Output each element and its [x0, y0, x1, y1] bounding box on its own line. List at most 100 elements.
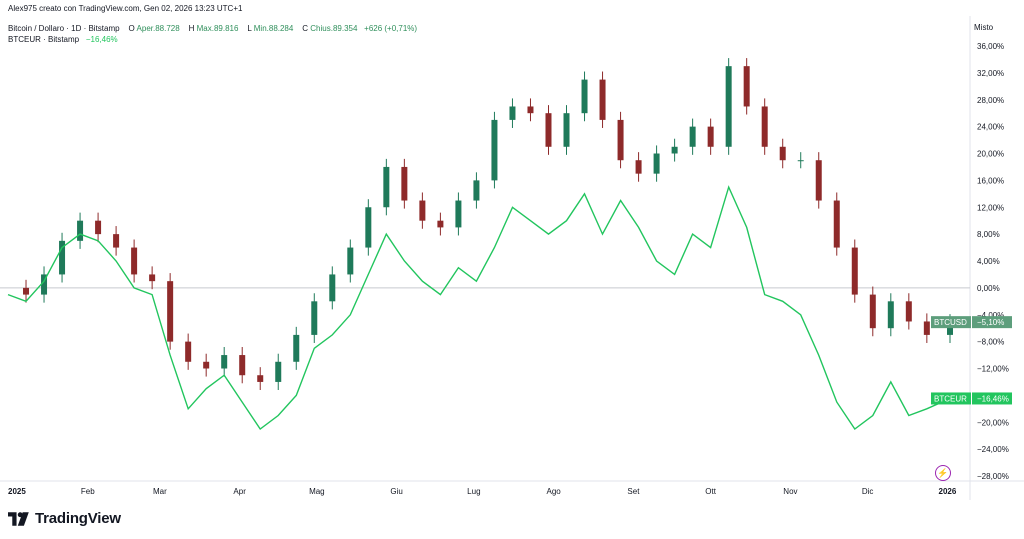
compare-series-legend: BTCEUR · Bitstamp −16,46% — [8, 35, 118, 44]
price-candle — [815, 152, 822, 209]
y-tick-label: −20,00% — [977, 418, 1009, 427]
price-candle — [185, 333, 192, 370]
x-tick-label: Set — [627, 487, 640, 496]
price-candle — [833, 192, 840, 256]
price-candle — [707, 118, 714, 155]
y-tick-label: 20,00% — [977, 150, 1004, 159]
price-candle — [59, 232, 66, 283]
x-tick-label: Ago — [547, 487, 562, 496]
btceur-last-value-label: BTCEUR −16,46% — [931, 392, 1012, 405]
price-candle — [167, 273, 174, 350]
svg-text:−16,46%: −16,46% — [977, 394, 1009, 403]
price-candle — [221, 347, 228, 377]
y-tick-label: −4,00% — [977, 311, 1004, 320]
y-tick-label: 0,00% — [977, 284, 1000, 293]
tradingview-logo[interactable]: TradingView — [8, 510, 121, 527]
price-candle — [725, 58, 732, 155]
y-tick-label: 4,00% — [977, 257, 1000, 266]
close-value: Chius.89.354 — [310, 24, 358, 33]
open-label: O — [128, 24, 135, 33]
svg-text:BTCEUR: BTCEUR — [934, 394, 967, 403]
price-candle — [887, 293, 894, 337]
price-candle — [869, 286, 876, 337]
y-tick-label: 32,00% — [977, 69, 1004, 78]
price-candle — [365, 199, 372, 256]
price-candle — [653, 145, 660, 182]
price-candle — [491, 111, 498, 189]
price-candle — [761, 98, 768, 155]
chart-credit: Alex975 creato con TradingView.com, Gen … — [8, 4, 243, 13]
btcusd-last-value-label: BTCUSD −5,10% — [931, 316, 1012, 329]
x-tick-label: Feb — [81, 487, 95, 496]
price-scale-mode[interactable]: Misto — [974, 23, 994, 32]
price-candle — [203, 353, 210, 377]
price-candle — [419, 192, 426, 229]
price-candle — [779, 138, 786, 169]
price-candle — [455, 192, 462, 236]
x-tick-label: 2026 — [939, 487, 957, 496]
price-candle — [635, 152, 642, 182]
tradingview-logo-text: TradingView — [35, 510, 121, 527]
x-tick-label: Ott — [705, 487, 716, 496]
price-candle — [797, 152, 804, 169]
price-candle — [599, 71, 606, 128]
price-candle — [77, 212, 84, 249]
price-candle — [581, 71, 588, 122]
price-candle — [545, 105, 552, 155]
price-candle — [239, 347, 246, 384]
price-candle — [149, 266, 156, 290]
high-label: H — [188, 24, 195, 33]
y-tick-label: 8,00% — [977, 230, 1000, 239]
compare-symbol[interactable]: BTCEUR · Bitstamp — [8, 35, 80, 44]
price-candle — [329, 266, 336, 310]
price-candle — [347, 239, 354, 283]
y-tick-label: 24,00% — [977, 123, 1004, 132]
tradingview-logo-icon — [8, 511, 29, 526]
price-candle — [527, 98, 534, 122]
x-tick-label: Mag — [309, 487, 325, 496]
close-label: C — [302, 24, 309, 33]
price-candle — [617, 111, 624, 169]
x-tick-label: Mar — [153, 487, 167, 496]
price-candle — [401, 158, 408, 209]
symbol-title[interactable]: Bitcoin / Dollaro · 1D · Bitstamp — [8, 24, 120, 33]
btceur-line — [7, 185, 951, 431]
price-candle — [275, 353, 282, 390]
y-tick-label: −12,00% — [977, 365, 1009, 374]
price-candle — [905, 293, 912, 330]
change-value: +626 (+0,71%) — [364, 24, 418, 33]
svg-text:−5,10%: −5,10% — [977, 318, 1004, 327]
price-candle — [671, 138, 678, 162]
price-candle — [383, 158, 390, 216]
lightning-icon[interactable]: ⚡ — [935, 465, 951, 481]
price-candle — [311, 293, 318, 343]
price-candle — [293, 326, 300, 370]
y-tick-label: −8,00% — [977, 338, 1004, 347]
x-tick-label: Giu — [390, 487, 402, 496]
main-series-legend: Bitcoin / Dollaro · 1D · Bitstamp O Aper… — [8, 24, 417, 33]
price-candle — [689, 118, 696, 155]
y-tick-label: 16,00% — [977, 176, 1004, 185]
price-candle — [113, 226, 120, 256]
open-value: Aper.88.728 — [136, 24, 180, 33]
y-tick-label: −28,00% — [977, 472, 1009, 481]
svg-text:BTCUSD: BTCUSD — [934, 318, 967, 327]
price-candle — [437, 212, 444, 236]
x-tick-label: Lug — [467, 487, 480, 496]
price-candle — [131, 239, 138, 283]
price-candle — [41, 266, 48, 303]
low-label: L — [247, 24, 252, 33]
price-candle — [509, 98, 516, 128]
high-value: Max.89.816 — [196, 24, 239, 33]
price-candle — [473, 172, 480, 209]
price-candle — [743, 58, 750, 115]
y-tick-label: 28,00% — [977, 96, 1004, 105]
compare-change: −16,46% — [85, 35, 118, 44]
x-tick-label: 2025 — [8, 487, 26, 496]
price-candle — [95, 212, 102, 243]
x-tick-label: Nov — [783, 487, 797, 496]
y-tick-label: −24,00% — [977, 445, 1009, 454]
price-candle — [563, 105, 570, 155]
price-candle — [923, 313, 930, 343]
